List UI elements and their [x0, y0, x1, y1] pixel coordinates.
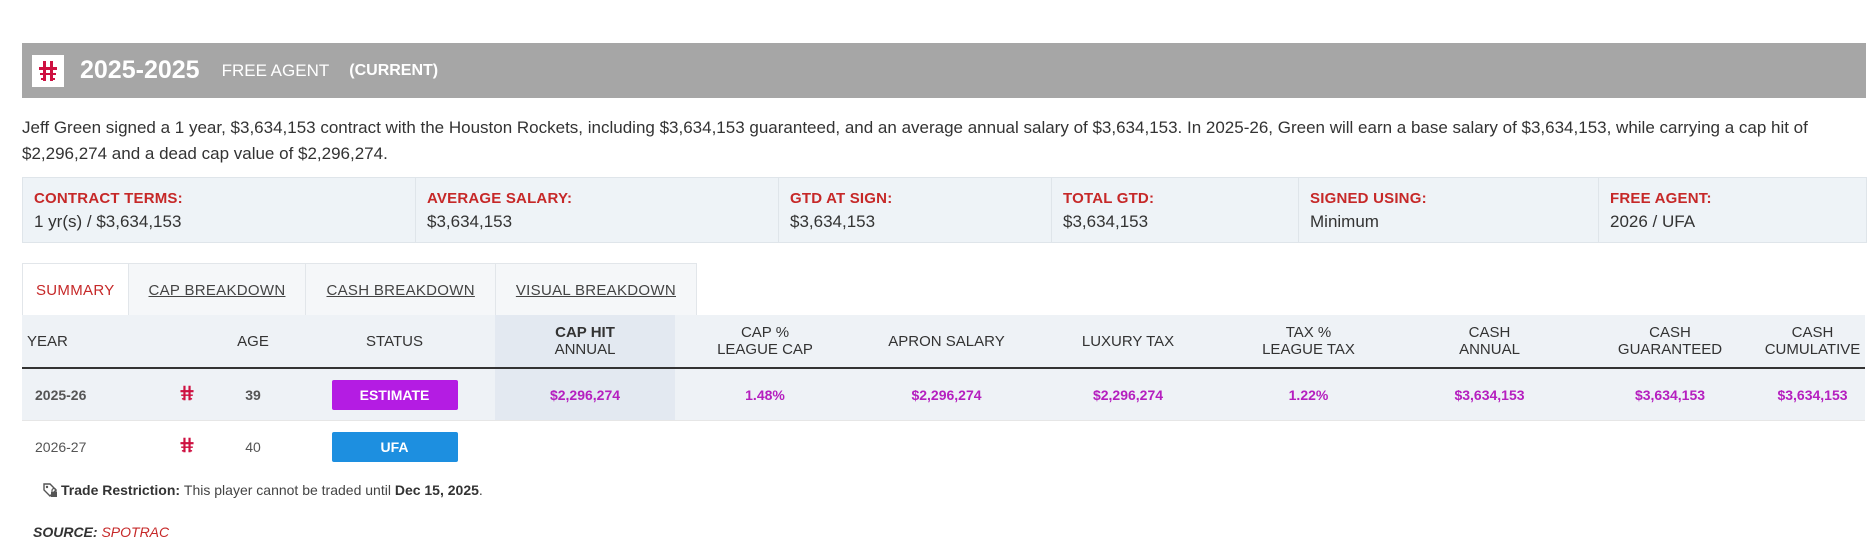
term-label: FREE AGENT: — [1610, 190, 1712, 207]
header-cash-annual-line1: CASH — [1468, 324, 1511, 341]
term-label: AVERAGE SALARY: — [427, 190, 573, 207]
source-label: SOURCE: — [33, 524, 98, 540]
table-row: 2026-27 40 UFA — [22, 420, 1865, 472]
term-value: 1 yr(s) / $3,634,153 — [34, 212, 182, 231]
term-label: GTD AT SIGN: — [790, 190, 893, 207]
term-average-salary: AVERAGE SALARY: $3,634,153 — [416, 178, 779, 242]
header-cash-cumulative: CASH CUMULATIVE — [1760, 315, 1865, 369]
cell-status: ESTIMATE — [294, 368, 495, 421]
rockets-logo-icon — [32, 54, 64, 87]
restriction-end: . — [478, 482, 483, 498]
tab-cap-breakdown[interactable]: CAP BREAKDOWN — [129, 264, 307, 316]
header-age: AGE — [212, 315, 294, 369]
status-badge: UFA — [331, 431, 458, 462]
header-tax-pct-line2: LEAGUE TAX — [1262, 341, 1355, 358]
header-year: YEAR — [22, 315, 162, 369]
cell-luxury-tax: $2,296,274 — [1038, 368, 1218, 421]
term-value: $3,634,153 — [790, 212, 876, 231]
rockets-logo-icon — [162, 420, 212, 472]
term-total-gtd: TOTAL GTD: $3,634,153 — [1052, 178, 1299, 242]
header-cash-gtd-line2: GUARANTEED — [1617, 341, 1723, 358]
trade-restriction-note: Trade Restriction: This player cannot be… — [42, 482, 483, 498]
tag-lock-icon — [43, 483, 57, 497]
restriction-text: This player cannot be traded until — [183, 482, 391, 498]
status-badge: ESTIMATE — [331, 379, 458, 410]
header-cap-hit: CAP HIT ANNUAL — [495, 315, 675, 369]
empty-cell — [495, 420, 1865, 472]
term-gtd-at-sign: GTD AT SIGN: $3,634,153 — [779, 178, 1052, 242]
contract-type: FREE AGENT — [221, 60, 330, 80]
header-cap-pct-line1: CAP % — [740, 324, 790, 341]
header-cap-hit-line1: CAP HIT — [555, 324, 615, 341]
contract-terms-box: CONTRACT TERMS: 1 yr(s) / $3,634,153 AVE… — [22, 177, 1867, 243]
term-value: $3,634,153 — [427, 212, 513, 231]
cell-cap-hit: $2,296,274 — [495, 368, 675, 421]
header-cap-pct: CAP % LEAGUE CAP — [675, 315, 855, 369]
tab-visual-breakdown[interactable]: VISUAL BREAKDOWN — [515, 281, 676, 299]
contract-years: 2025-2025 — [80, 56, 200, 84]
rockets-logo-icon — [162, 368, 212, 421]
contract-summary: Jeff Green signed a 1 year, $3,634,153 c… — [22, 118, 1808, 163]
cell-year: 2025-26 — [22, 368, 162, 421]
contract-table: YEAR AGE STATUS CAP HIT ANNUAL CAP % LEAGU… — [22, 315, 1865, 472]
term-contract-terms: CONTRACT TERMS: 1 yr(s) / $3,634,153 — [23, 178, 416, 242]
header-cash-annual: CASH ANNUAL — [1399, 315, 1580, 369]
term-signed-using: SIGNED USING: Minimum — [1299, 178, 1599, 242]
term-label: SIGNED USING: — [1310, 190, 1427, 207]
contract-header: 2025-2025 FREE AGENT (CURRENT) — [22, 43, 1866, 98]
header-cash-guaranteed: CASH GUARANTEED — [1580, 315, 1760, 369]
term-free-agent: FREE AGENT: 2026 / UFA — [1599, 178, 1864, 242]
table-row: 2025-26 39 ESTIMATE $2,296,274 1.48% — [22, 368, 1865, 421]
header-cap-hit-line2: ANNUAL — [554, 341, 616, 358]
cell-cash-annual: $3,634,153 — [1399, 368, 1580, 421]
header-status: STATUS — [294, 315, 495, 369]
header-cash-cum-line1: CASH — [1791, 324, 1834, 341]
cell-year: 2026-27 — [22, 420, 162, 472]
current-label: (CURRENT) — [349, 61, 439, 79]
header-cash-cum-line2: CUMULATIVE — [1764, 341, 1861, 358]
header-cash-annual-line2: ANNUAL — [1459, 341, 1520, 358]
cell-age: 40 — [212, 420, 294, 472]
source-line: SOURCE: SPOTRAC — [33, 524, 169, 540]
term-value: Minimum — [1310, 212, 1379, 231]
header-tax-pct: TAX % LEAGUE TAX — [1218, 315, 1399, 369]
table-header-row: YEAR AGE STATUS CAP HIT ANNUAL CAP % LEAGU… — [22, 315, 1865, 369]
header-cash-gtd-line1: CASH — [1649, 324, 1691, 341]
term-value: 2026 / UFA — [1610, 212, 1696, 231]
breakdown-tabs: SUMMARY CAP BREAKDOWN CASH BREAKDOWN VIS… — [22, 263, 697, 316]
term-value: $3,634,153 — [1063, 212, 1149, 231]
restriction-label: Trade Restriction: — [61, 482, 181, 498]
header-luxury-tax: LUXURY TAX — [1038, 315, 1218, 369]
cell-cap-pct: 1.48% — [675, 368, 855, 421]
header-team — [162, 315, 212, 369]
cell-tax-pct: 1.22% — [1218, 368, 1399, 421]
tab-summary[interactable]: SUMMARY — [23, 264, 129, 316]
cell-age: 39 — [212, 368, 294, 421]
cell-cash-guaranteed: $3,634,153 — [1580, 368, 1760, 421]
restriction-date: Dec 15, 2025 — [394, 482, 479, 498]
tab-cash-breakdown[interactable]: CASH BREAKDOWN — [306, 264, 496, 316]
cell-status: UFA — [294, 420, 495, 472]
header-apron-salary: APRON SALARY — [855, 315, 1038, 369]
source-link[interactable]: SPOTRAC — [101, 524, 170, 540]
term-label: TOTAL GTD: — [1063, 190, 1155, 207]
contract-table-wrap: YEAR AGE STATUS CAP HIT ANNUAL CAP % LEAGU… — [22, 315, 1865, 472]
cell-cash-cumulative: $3,634,153 — [1760, 368, 1865, 421]
header-tax-pct-line1: TAX % — [1285, 324, 1332, 341]
term-label: CONTRACT TERMS: — [34, 190, 183, 207]
cell-apron-salary: $2,296,274 — [855, 368, 1038, 421]
header-cap-pct-line2: LEAGUE CAP — [717, 341, 813, 358]
